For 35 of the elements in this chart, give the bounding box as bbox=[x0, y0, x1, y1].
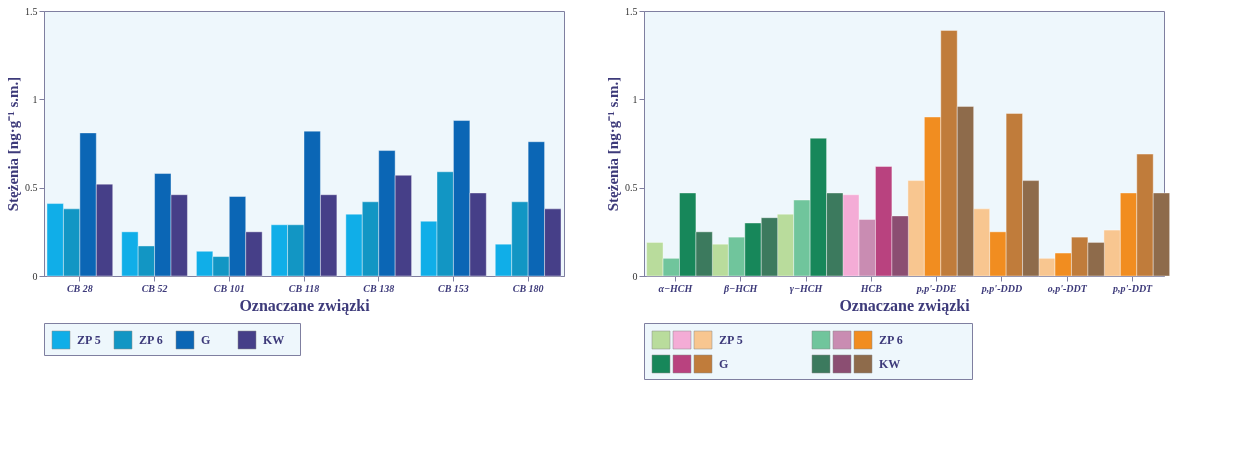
x-tick-label: CB 153 bbox=[438, 282, 469, 294]
x-tick-label: HCB bbox=[859, 282, 883, 294]
y-tick-label: 1.5 bbox=[25, 5, 38, 17]
x-tick-label: p,p'-DDT bbox=[1112, 282, 1154, 294]
x-tick-label: CB 118 bbox=[288, 282, 320, 294]
y-tick-label: 1 bbox=[632, 93, 638, 105]
y-tick-label: 0.5 bbox=[25, 182, 38, 194]
x-tick-label: CB 28 bbox=[66, 282, 93, 294]
legend-label: G bbox=[201, 333, 211, 347]
y-tick-label: 0 bbox=[32, 270, 38, 282]
y-tick-label: 1 bbox=[32, 93, 38, 105]
y-tick-label: 0 bbox=[632, 270, 638, 282]
legend-label: KW bbox=[879, 357, 901, 371]
legend-label: ZP 5 bbox=[77, 333, 101, 347]
legend-label: ZP 5 bbox=[719, 333, 743, 347]
x-tick-label: β−HCH bbox=[722, 282, 759, 294]
y-axis-title: Stężenia [ng·g⁻¹ s.m.] bbox=[605, 76, 621, 212]
legend-label: ZP 6 bbox=[879, 333, 903, 347]
x-tick-label: CB 180 bbox=[512, 282, 544, 294]
x-tick-label: o,p'-DDT bbox=[1047, 282, 1088, 294]
y-tick-label: 1.5 bbox=[625, 5, 638, 17]
y-axis-title: Stężenia [ng·g⁻¹ s.m.] bbox=[5, 76, 21, 212]
legend-label: KW bbox=[263, 333, 285, 347]
x-tick-label: γ−HCH bbox=[789, 282, 824, 294]
x-axis-title: Oznaczane związki bbox=[239, 296, 371, 315]
x-tick-label: p,p'-DDD bbox=[980, 282, 1023, 294]
y-tick-label: 0.5 bbox=[625, 182, 638, 194]
x-axis-title: Oznaczane związki bbox=[839, 296, 971, 315]
x-tick-label: p,p'-DDE bbox=[915, 282, 957, 294]
legend-label: G bbox=[719, 357, 729, 371]
x-tick-label: α−HCH bbox=[658, 282, 694, 294]
x-tick-label: CB 101 bbox=[213, 282, 245, 294]
legend-label: ZP 6 bbox=[139, 333, 163, 347]
x-tick-label: CB 138 bbox=[363, 282, 395, 294]
x-tick-label: CB 52 bbox=[141, 282, 168, 294]
